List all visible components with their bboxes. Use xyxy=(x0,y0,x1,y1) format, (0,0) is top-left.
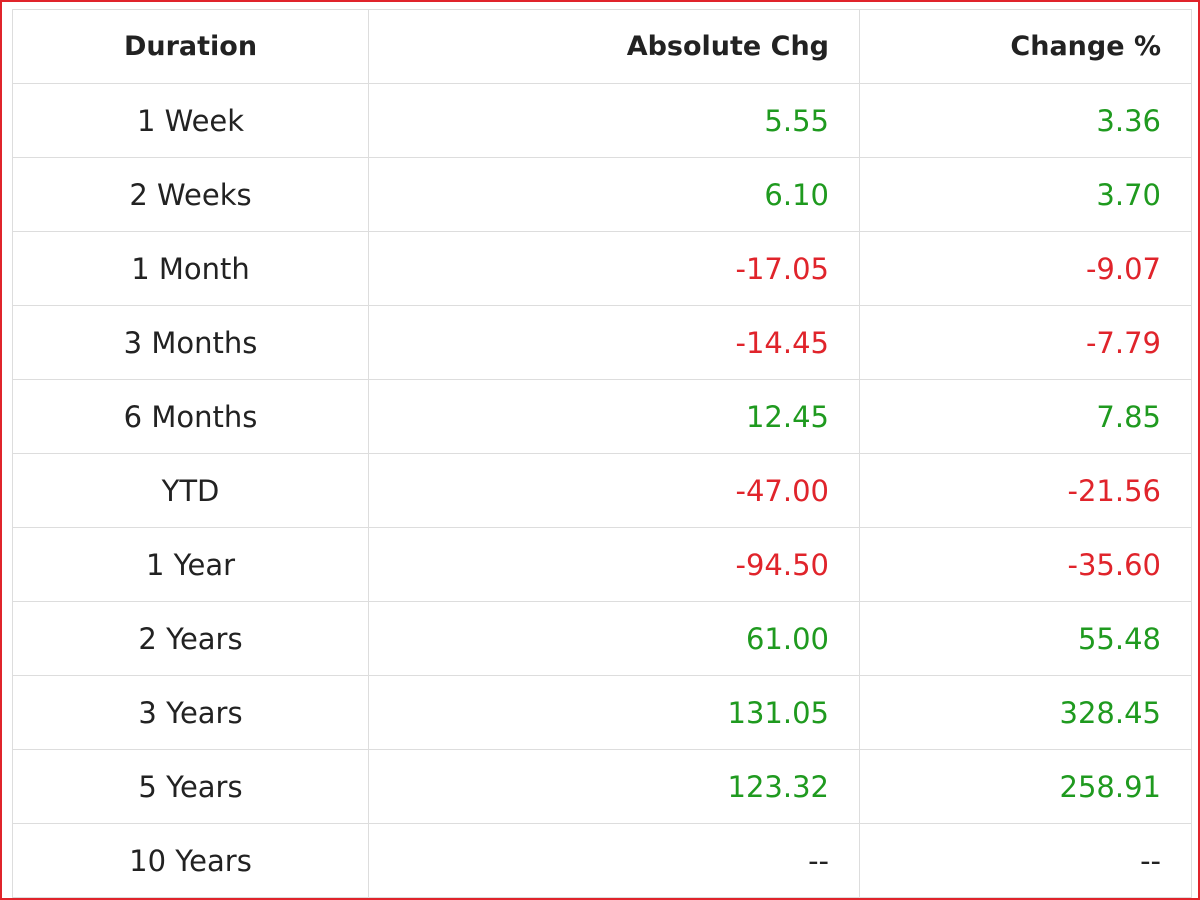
duration-cell: 1 Year xyxy=(12,527,369,602)
table-row: 5 Years 123.32 258.91 xyxy=(12,749,1192,824)
value-cell: 328.45 xyxy=(859,675,1192,750)
duration-cell: 5 Years xyxy=(12,749,369,824)
duration-cell: 2 Weeks xyxy=(12,157,369,232)
header-cell: Change % xyxy=(859,9,1192,84)
duration-cell: 6 Months xyxy=(12,379,369,454)
table-row: 3 Months -14.45 -7.79 xyxy=(12,305,1192,380)
value-cell: -- xyxy=(368,823,860,898)
table-row: 2 Years 61.00 55.48 xyxy=(12,601,1192,676)
duration-cell: 10 Years xyxy=(12,823,369,898)
value-cell: 131.05 xyxy=(368,675,860,750)
value-cell: 12.45 xyxy=(368,379,860,454)
returns-table: Duration Absolute Chg Change % 1 Week 5.55 3… xyxy=(12,9,1192,898)
value-cell: -17.05 xyxy=(368,231,860,306)
value-cell: 3.70 xyxy=(859,157,1192,232)
header-row: Duration Absolute Chg Change % xyxy=(12,9,1192,84)
value-cell: 3.36 xyxy=(859,83,1192,158)
value-cell: -35.60 xyxy=(859,527,1192,602)
duration-cell: 2 Years xyxy=(12,601,369,676)
table-row: YTD -47.00 -21.56 xyxy=(12,453,1192,528)
value-cell: -- xyxy=(859,823,1192,898)
value-cell: -47.00 xyxy=(368,453,860,528)
value-cell: -94.50 xyxy=(368,527,860,602)
table-row: 6 Months 12.45 7.85 xyxy=(12,379,1192,454)
value-cell: 123.32 xyxy=(368,749,860,824)
value-cell: 55.48 xyxy=(859,601,1192,676)
value-cell: -14.45 xyxy=(368,305,860,380)
duration-cell: 1 Week xyxy=(12,83,369,158)
table-row: 10 Years -- -- xyxy=(12,823,1192,898)
value-cell: -21.56 xyxy=(859,453,1192,528)
value-cell: 6.10 xyxy=(368,157,860,232)
value-cell: 7.85 xyxy=(859,379,1192,454)
header-cell: Absolute Chg xyxy=(368,9,860,84)
table-row: 1 Month -17.05 -9.07 xyxy=(12,231,1192,306)
duration-cell: 3 Months xyxy=(12,305,369,380)
value-cell: 61.00 xyxy=(368,601,860,676)
duration-cell: 1 Month xyxy=(12,231,369,306)
duration-cell: YTD xyxy=(12,453,369,528)
table-body: 1 Week 5.55 3.36 2 Weeks 6.10 3.70 1 Month -17.… xyxy=(12,83,1192,898)
value-cell: -7.79 xyxy=(859,305,1192,380)
value-cell: -9.07 xyxy=(859,231,1192,306)
table-row: 3 Years 131.05 328.45 xyxy=(12,675,1192,750)
table-row: 1 Year -94.50 -35.60 xyxy=(12,527,1192,602)
header-cell: Duration xyxy=(12,9,369,84)
value-cell: 5.55 xyxy=(368,83,860,158)
table-row: 2 Weeks 6.10 3.70 xyxy=(12,157,1192,232)
value-cell: 258.91 xyxy=(859,749,1192,824)
table-row: 1 Week 5.55 3.36 xyxy=(12,83,1192,158)
duration-cell: 3 Years xyxy=(12,675,369,750)
